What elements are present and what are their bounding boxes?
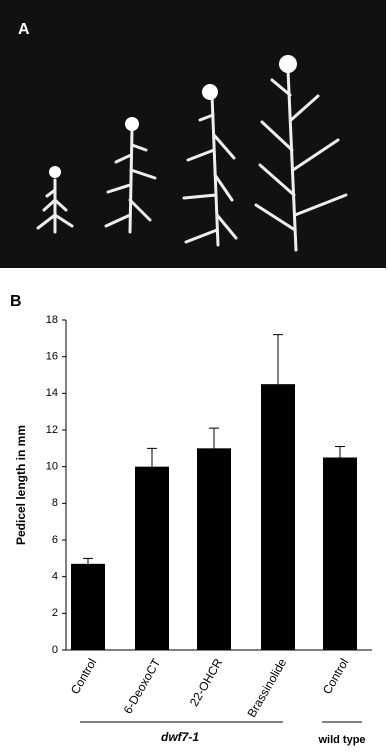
y-tick-label: 8 [52,497,58,509]
plant-4 [254,55,348,252]
x-tick-label: 22-OHCR [187,656,226,709]
y-tick-label: 14 [46,387,58,399]
x-tick-label: Control [320,656,351,697]
bar [135,466,169,650]
bar [197,448,231,650]
x-tick-label: Control [68,656,99,697]
bar [261,384,295,650]
y-tick-label: 2 [52,607,58,619]
plant-1 [36,166,74,234]
y-tick-label: 6 [52,534,58,546]
x-tick-label: 6-DeoxoCT [121,656,164,717]
bar [323,457,357,650]
y-tick-label: 18 [46,314,58,326]
error-bar [273,334,283,385]
bar [71,563,105,650]
y-tick-label: 4 [52,571,58,583]
panel-label: B [10,293,22,310]
group-label: dwf7-1 [161,730,199,744]
y-tick-label: 0 [52,644,58,656]
panel-label: A [18,21,30,38]
y-tick-label: 10 [46,461,58,473]
error-bar [335,446,345,458]
error-bar [209,427,219,449]
photo-panel: A [0,0,386,268]
y-tick-label: 12 [46,424,58,436]
plant-2 [104,117,157,234]
photo-background [0,0,386,268]
plant-3 [182,84,238,247]
group-label: wild type [317,734,365,746]
error-bar [147,447,157,467]
y-tick-label: 16 [46,351,58,363]
x-tick-label: Brassinolide [245,656,290,720]
error-bar [83,557,93,564]
y-axis-label: Pedicel length in mm [14,425,28,545]
